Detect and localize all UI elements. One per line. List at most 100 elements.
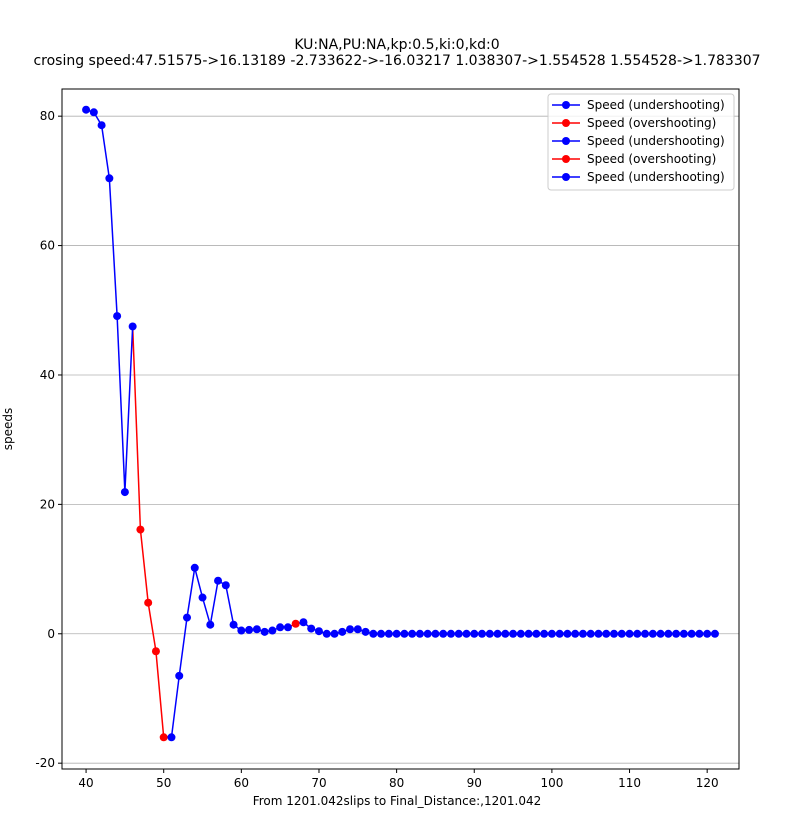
data-point: [501, 629, 510, 638]
data-point: [439, 629, 448, 638]
data-point: [229, 620, 238, 629]
data-point: [610, 629, 619, 638]
legend-marker: [562, 173, 570, 181]
data-point: [555, 629, 564, 638]
data-point: [625, 629, 634, 638]
legend-label: Speed (undershooting): [587, 134, 725, 148]
data-point: [120, 488, 129, 497]
data-point: [633, 629, 642, 638]
x-tick-label: 80: [389, 776, 404, 790]
y-tick-label: 0: [47, 627, 55, 641]
data-point: [423, 629, 432, 638]
data-point: [687, 629, 696, 638]
data-point: [532, 629, 541, 638]
series-4: [299, 618, 719, 638]
series-line: [139, 529, 165, 738]
series-3: [291, 619, 300, 628]
data-point: [221, 581, 230, 590]
data-point: [415, 629, 424, 638]
data-point: [384, 629, 393, 638]
plot-frame: [61, 88, 740, 770]
data-point: [617, 629, 626, 638]
y-tick-label: 60: [40, 239, 55, 253]
x-tick-label: 60: [234, 776, 249, 790]
data-point: [113, 312, 122, 321]
data-point: [260, 627, 269, 636]
data-point: [400, 629, 409, 638]
legend-marker: [562, 155, 570, 163]
data-point: [431, 629, 440, 638]
series-2: [167, 563, 292, 742]
data-point: [276, 623, 285, 632]
legend-marker: [562, 137, 570, 145]
data-point: [478, 629, 487, 638]
legend-box: [547, 93, 735, 191]
data-point: [82, 105, 91, 114]
data-point: [563, 629, 572, 638]
data-point: [454, 629, 463, 638]
data-point: [470, 629, 479, 638]
data-point: [408, 629, 417, 638]
data-point: [182, 613, 191, 622]
x-tick-label: 70: [311, 776, 326, 790]
data-point: [105, 174, 114, 183]
legend-item: Speed (overshooting): [552, 116, 716, 130]
y-tick-label: -20: [35, 756, 55, 770]
data-point: [656, 629, 665, 638]
data-point: [462, 629, 471, 638]
data-point: [89, 108, 98, 117]
data-point: [540, 629, 549, 638]
y-tick-label: 20: [40, 497, 55, 511]
data-point: [136, 525, 145, 534]
data-point: [648, 629, 657, 638]
data-point: [377, 629, 386, 638]
data-point: [346, 625, 355, 634]
legend-label: Speed (overshooting): [587, 152, 716, 166]
data-point: [198, 593, 207, 602]
data-point: [641, 629, 650, 638]
data-point: [493, 629, 502, 638]
data-point: [338, 627, 347, 636]
data-point: [695, 629, 704, 638]
data-point: [353, 625, 362, 634]
data-point: [664, 629, 673, 638]
y-tick-label: 80: [40, 109, 55, 123]
data-point: [237, 626, 246, 635]
data-point: [594, 629, 603, 638]
y-axis-ticks: -20 0 20 40 60 80: [35, 109, 62, 770]
x-tick-label: 50: [156, 776, 171, 790]
data-point: [283, 623, 292, 632]
data-point: [547, 629, 556, 638]
x-tick-label: 100: [540, 776, 563, 790]
data-point: [252, 625, 261, 634]
data-point: [524, 629, 533, 638]
data-point: [369, 629, 378, 638]
data-point: [516, 629, 525, 638]
data-point: [128, 322, 137, 331]
series-0: [82, 105, 137, 497]
legend-item: Speed (undershooting): [552, 98, 725, 112]
data-point: [361, 627, 370, 636]
data-point: [509, 629, 518, 638]
legend-marker: [562, 119, 570, 127]
data-point: [307, 624, 316, 633]
series-connector: [131, 326, 142, 530]
chart-title-line1: KU:NA,PU:NA,kp:0.5,ki:0,kd:0: [294, 37, 499, 53]
legend-item: Speed (undershooting): [552, 134, 725, 148]
x-tick-label: 90: [467, 776, 482, 790]
x-tick-label: 110: [618, 776, 641, 790]
data-point: [679, 629, 688, 638]
data-point: [672, 629, 681, 638]
x-axis-ticks: 40 50 60 70 80 90 100 110 120: [78, 769, 719, 790]
series-1: [136, 525, 168, 742]
data-point: [703, 629, 712, 638]
data-point: [214, 576, 223, 585]
legend-item: Speed (overshooting): [552, 152, 716, 166]
legend: Speed (undershooting) Speed (overshooting…: [547, 93, 735, 191]
legend-marker: [562, 101, 570, 109]
data-point: [314, 627, 323, 636]
data-point: [299, 618, 308, 627]
legend-item: Speed (undershooting): [552, 170, 725, 184]
data-point: [167, 733, 176, 742]
legend-label: Speed (overshooting): [587, 116, 716, 130]
